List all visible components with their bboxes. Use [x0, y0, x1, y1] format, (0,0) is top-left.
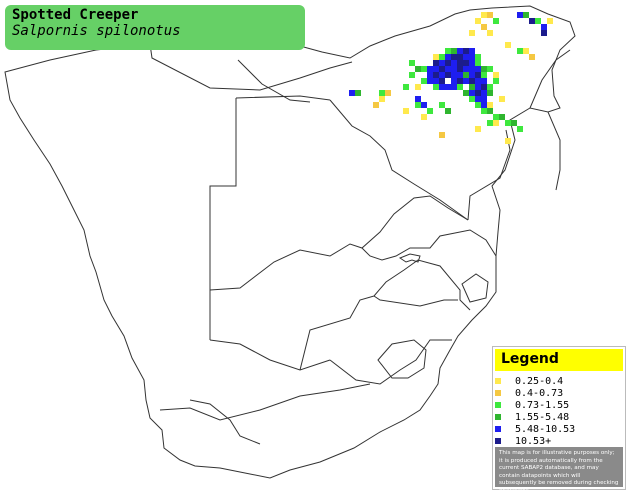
species-title-box: Spotted Creeper Salpornis spilonotus — [5, 5, 305, 50]
legend-items: 0.25-0.4 0.4-0.73 0.73-1.55 1.55-5.48 5.… — [495, 375, 575, 447]
legend-panel: Legend 0.25-0.4 0.4-0.73 0.73-1.55 1.55-… — [492, 346, 626, 494]
legend-label: 0.73-1.55 — [515, 399, 570, 411]
distribution-cells — [349, 12, 553, 144]
legend-swatch — [495, 402, 501, 408]
species-common-name: Spotted Creeper — [12, 7, 139, 23]
legend-swatch — [495, 390, 501, 396]
legend-label: 10.53+ — [515, 435, 552, 447]
legend-item: 0.4-0.73 — [495, 387, 575, 399]
legend-swatch — [495, 426, 501, 432]
legend-swatch — [495, 378, 501, 384]
legend-swatch — [495, 438, 501, 444]
lesotho-outline — [377, 339, 427, 379]
legend-swatch — [495, 414, 501, 420]
swaziland-outline — [461, 273, 489, 303]
legend-item: 1.55-5.48 — [495, 411, 575, 423]
legend-label: 1.55-5.48 — [515, 411, 570, 423]
legend-title: Legend — [501, 351, 559, 367]
legend-header: Legend — [495, 349, 623, 371]
species-scientific-name: Salpornis spilonotus — [12, 23, 181, 39]
disclaimer-text: This map is for illustrative purposes on… — [495, 447, 623, 494]
southern-africa-outline — [4, 5, 576, 479]
legend-item: 10.53+ — [495, 435, 575, 447]
legend-item: 5.48-10.53 — [495, 423, 575, 435]
legend-item: 0.25-0.4 — [495, 375, 575, 387]
legend-label: 0.4-0.73 — [515, 387, 564, 399]
legend-item: 0.73-1.55 — [495, 399, 575, 411]
legend-label: 0.25-0.4 — [515, 375, 564, 387]
legend-label: 5.48-10.53 — [515, 423, 576, 435]
